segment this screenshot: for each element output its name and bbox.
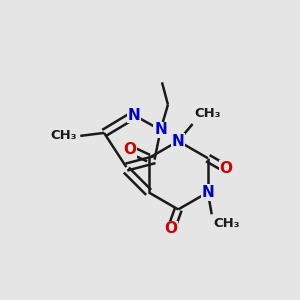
Text: N: N <box>172 134 184 148</box>
Text: CH₃: CH₃ <box>194 106 220 119</box>
Text: O: O <box>165 221 178 236</box>
Text: O: O <box>219 161 232 176</box>
Text: N: N <box>128 108 140 123</box>
Text: O: O <box>123 142 136 157</box>
Text: CH₃: CH₃ <box>51 129 77 142</box>
Text: CH₃: CH₃ <box>213 217 240 230</box>
Text: N: N <box>202 185 214 200</box>
Text: N: N <box>154 122 167 137</box>
